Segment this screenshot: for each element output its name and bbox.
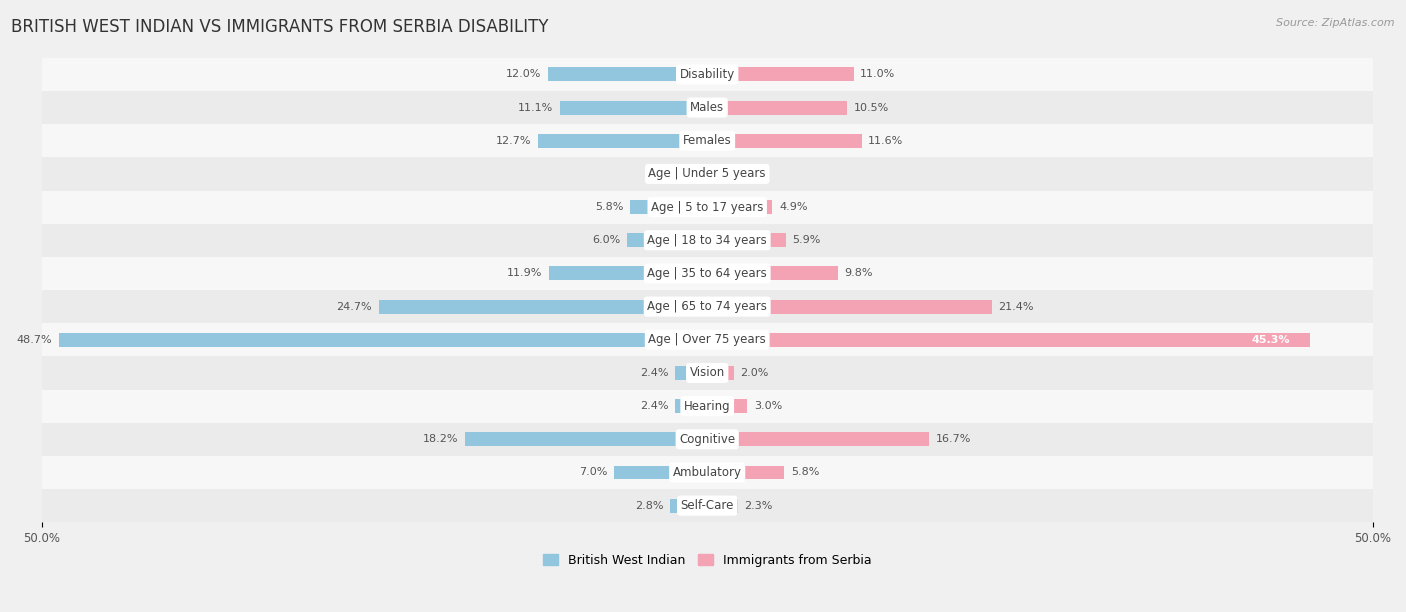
Text: 9.8%: 9.8% [844, 269, 873, 278]
Text: 21.4%: 21.4% [998, 302, 1033, 312]
Bar [378, 300, 707, 313]
Bar [560, 100, 707, 114]
Text: 5.9%: 5.9% [793, 235, 821, 245]
Bar [42, 91, 1372, 124]
Bar [42, 124, 1372, 157]
Text: 5.8%: 5.8% [595, 202, 623, 212]
Text: 6.0%: 6.0% [592, 235, 620, 245]
Bar [707, 134, 862, 147]
Bar [59, 333, 707, 347]
Text: 10.5%: 10.5% [853, 103, 889, 113]
Bar [42, 489, 1372, 522]
Bar [695, 167, 707, 181]
Text: 48.7%: 48.7% [17, 335, 52, 345]
Bar [42, 323, 1372, 356]
Text: Disability: Disability [679, 68, 735, 81]
Text: Age | Under 5 years: Age | Under 5 years [648, 168, 766, 181]
Bar [707, 366, 734, 380]
Text: 12.0%: 12.0% [506, 69, 541, 80]
Bar [614, 466, 707, 479]
Text: 5.8%: 5.8% [792, 468, 820, 477]
Bar [42, 456, 1372, 489]
Text: 11.0%: 11.0% [860, 69, 896, 80]
Text: 0.99%: 0.99% [652, 169, 688, 179]
Bar [707, 333, 1310, 347]
Bar [707, 432, 929, 446]
Legend: British West Indian, Immigrants from Serbia: British West Indian, Immigrants from Ser… [538, 549, 876, 572]
Text: Ambulatory: Ambulatory [672, 466, 742, 479]
Text: 1.2%: 1.2% [730, 169, 758, 179]
Bar [42, 190, 1372, 224]
Text: 2.4%: 2.4% [640, 368, 669, 378]
Bar [42, 257, 1372, 290]
Bar [538, 134, 707, 147]
Bar [707, 233, 786, 247]
Text: 4.9%: 4.9% [779, 202, 807, 212]
Text: BRITISH WEST INDIAN VS IMMIGRANTS FROM SERBIA DISABILITY: BRITISH WEST INDIAN VS IMMIGRANTS FROM S… [11, 18, 548, 36]
Bar [42, 356, 1372, 390]
Bar [547, 67, 707, 81]
Text: Source: ZipAtlas.com: Source: ZipAtlas.com [1277, 18, 1395, 28]
Bar [630, 200, 707, 214]
Text: 2.0%: 2.0% [741, 368, 769, 378]
Text: 11.9%: 11.9% [506, 269, 543, 278]
Bar [707, 200, 772, 214]
Text: 18.2%: 18.2% [423, 435, 458, 444]
Text: 7.0%: 7.0% [579, 468, 607, 477]
Text: Males: Males [690, 101, 724, 114]
Bar [707, 167, 723, 181]
Bar [42, 224, 1372, 257]
Bar [675, 399, 707, 413]
Bar [707, 399, 747, 413]
Bar [707, 499, 738, 513]
Text: 2.8%: 2.8% [634, 501, 664, 510]
Bar [548, 266, 707, 280]
Bar [42, 423, 1372, 456]
Bar [42, 58, 1372, 91]
Bar [42, 157, 1372, 190]
Text: 2.4%: 2.4% [640, 401, 669, 411]
Bar [707, 100, 846, 114]
Bar [669, 499, 707, 513]
Bar [707, 67, 853, 81]
Bar [42, 290, 1372, 323]
Bar [42, 390, 1372, 423]
Text: Females: Females [683, 134, 731, 147]
Text: 2.3%: 2.3% [744, 501, 773, 510]
Text: 11.6%: 11.6% [869, 136, 904, 146]
Bar [627, 233, 707, 247]
Text: 16.7%: 16.7% [936, 435, 972, 444]
Text: 24.7%: 24.7% [336, 302, 373, 312]
Text: Cognitive: Cognitive [679, 433, 735, 446]
Text: Age | 18 to 34 years: Age | 18 to 34 years [647, 234, 768, 247]
Bar [707, 300, 993, 313]
Text: Self-Care: Self-Care [681, 499, 734, 512]
Text: Age | 35 to 64 years: Age | 35 to 64 years [647, 267, 768, 280]
Bar [675, 366, 707, 380]
Bar [465, 432, 707, 446]
Text: Vision: Vision [689, 367, 725, 379]
Text: 3.0%: 3.0% [754, 401, 782, 411]
Text: Age | 5 to 17 years: Age | 5 to 17 years [651, 201, 763, 214]
Bar [707, 266, 838, 280]
Bar [707, 466, 785, 479]
Text: 45.3%: 45.3% [1251, 335, 1289, 345]
Text: 11.1%: 11.1% [517, 103, 553, 113]
Text: Hearing: Hearing [683, 400, 731, 412]
Text: Age | Over 75 years: Age | Over 75 years [648, 334, 766, 346]
Text: Age | 65 to 74 years: Age | 65 to 74 years [647, 300, 768, 313]
Text: 12.7%: 12.7% [496, 136, 531, 146]
